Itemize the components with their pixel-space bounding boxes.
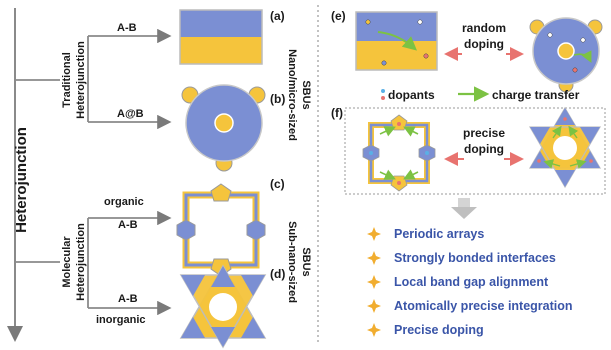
panel-b-label: (b) [270, 92, 285, 106]
feature-item: Precise doping [367, 323, 484, 337]
panel-e-label: (e) [331, 9, 346, 23]
nano-line1: Nano/micro-sized [286, 49, 298, 141]
feature-item: Strongly bonded interfaces [367, 251, 556, 265]
panel-f-precise-doping: (f) precise doping [331, 106, 606, 195]
feature-list: Periodic arrays Strongly bonded interfac… [367, 227, 573, 337]
star-icon [367, 299, 381, 313]
feature-item: Local band gap alignment [367, 275, 549, 289]
star-icon [367, 323, 381, 337]
molecular-line1: Molecular [61, 236, 73, 288]
panel-a-label: (a) [270, 9, 285, 23]
precise-line1: precise [463, 126, 505, 140]
traditional-line2: Heterojunction [75, 41, 87, 119]
branch-ab-organic: A-B [118, 219, 138, 231]
feature-item: Atomically precise integration [367, 299, 573, 313]
feature-text: Atomically precise integration [394, 299, 573, 313]
traditional-heterojunction-label: Traditional Heterojunction [61, 41, 87, 119]
sub-line1: Sub-nano-sized [286, 221, 298, 303]
tree-lines [15, 28, 172, 316]
random-line1: random [462, 21, 506, 35]
feature-item: Periodic arrays [367, 227, 484, 241]
panel-f-label: (f) [331, 106, 343, 120]
legend-dopants: dopants [388, 88, 435, 102]
organic-label: organic [104, 196, 144, 208]
panel-c-organic-framework: (c) [176, 177, 285, 277]
main-axis: Heterojunction [7, 8, 30, 342]
panel-a-bilayer: (a) [179, 9, 285, 65]
random-line2: doping [464, 37, 504, 51]
feature-text: Precise doping [394, 323, 484, 337]
feature-text: Local band gap alignment [394, 275, 549, 289]
nano-line2: SBUs [300, 80, 312, 109]
scale-labels: Nano/micro-sized SBUs Sub-nano-sized SBU… [286, 49, 312, 303]
traditional-line1: Traditional [61, 52, 73, 108]
molecular-line2: Heterojunction [75, 223, 87, 301]
precise-line2: doping [464, 142, 504, 156]
down-arrow [451, 198, 477, 219]
star-icon [367, 275, 381, 289]
branch-aatb: A@B [117, 108, 144, 120]
branch-ab-traditional: A-B [117, 22, 137, 34]
star-icon [367, 227, 381, 241]
panel-b-core-shell: (b) [181, 84, 285, 172]
legend-charge-transfer: charge transfer [492, 88, 580, 102]
panel-e-random-doping: (e) random doping [331, 9, 603, 93]
axis-label: Heterojunction [13, 127, 30, 233]
legend: dopants charge transfer [381, 86, 580, 102]
sub-line2: SBUs [300, 247, 312, 276]
star-icon [367, 251, 381, 265]
feature-text: Strongly bonded interfaces [394, 251, 556, 265]
panel-c-label: (c) [270, 177, 285, 191]
branch-ab-inorganic: A-B [118, 293, 138, 305]
panel-d-star-framework: (d) [179, 264, 285, 349]
molecular-heterojunction-label: Molecular Heterojunction [61, 223, 87, 301]
inorganic-label: inorganic [96, 314, 146, 326]
feature-text: Periodic arrays [394, 227, 484, 241]
panel-d-label: (d) [270, 267, 285, 281]
